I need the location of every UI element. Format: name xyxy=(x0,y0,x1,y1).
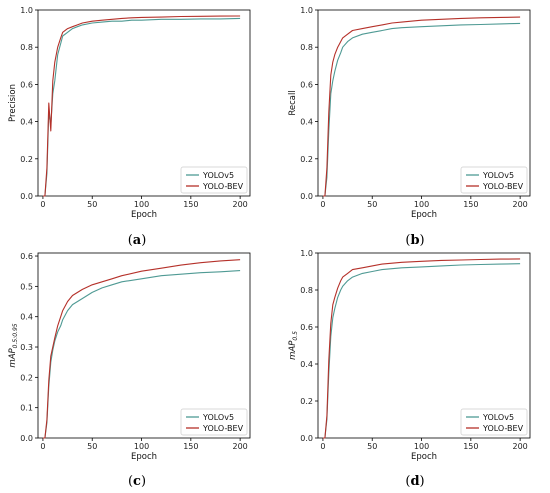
x-tick-label: 50 xyxy=(367,200,377,209)
y-tick-label: 1.0 xyxy=(300,6,313,15)
legend-label: YOLO-BEV xyxy=(482,424,524,433)
x-tick-label: 200 xyxy=(512,442,527,451)
y-tick-label: 0.1 xyxy=(20,404,33,413)
x-tick-label: 100 xyxy=(414,200,429,209)
y-tick-label: 0.6 xyxy=(20,252,33,261)
legend-label: YOLO-BEV xyxy=(482,182,524,191)
y-tick-label: 0.5 xyxy=(20,282,33,291)
chart-panel-a: 0 50 100 150 200 0.0 0.2 0.4 0.6 0.8 1.0 Epoch Preci… xyxy=(8,6,251,220)
y-tick-label: 0.6 xyxy=(20,80,33,89)
series-line-yolov5 xyxy=(322,22,521,197)
y-axis-label: Recall xyxy=(288,90,298,115)
x-tick-label: 50 xyxy=(87,200,97,209)
x-tick-label: 200 xyxy=(232,442,247,451)
plot-frame xyxy=(37,9,251,197)
y-tick-label: 0.8 xyxy=(300,43,313,52)
y-axis-label: mAP0.5:0.95 xyxy=(8,323,19,367)
x-tick-label: 100 xyxy=(134,200,149,209)
x-axis-label: Epoch xyxy=(131,210,157,220)
panel-caption-d: (d) xyxy=(405,474,424,489)
y-tick-label: 0.8 xyxy=(300,286,313,295)
x-tick-label: 100 xyxy=(414,442,429,451)
panel-caption-a: (a) xyxy=(128,233,147,248)
y-axis-label: Precision xyxy=(8,84,18,122)
legend-label: YOLOv5 xyxy=(202,413,234,422)
legend-label: YOLOv5 xyxy=(202,171,234,180)
y-tick-label: 1.0 xyxy=(300,249,313,258)
legend-label: YOLO-BEV xyxy=(202,424,244,433)
x-tick-label: 0 xyxy=(320,200,325,209)
x-tick-label: 50 xyxy=(87,442,97,451)
legend: YOLOv5 YOLO-BEV xyxy=(460,408,528,436)
y-axis-label: mAP0.5 xyxy=(288,331,299,360)
x-tick-label: 150 xyxy=(463,200,478,209)
y-tick-label: 0.0 xyxy=(20,434,33,443)
x-tick-label: 200 xyxy=(512,200,527,209)
legend: YOLOv5 YOLO-BEV xyxy=(180,166,248,194)
legend-label: YOLOv5 xyxy=(482,171,514,180)
series-line-yolo-bev xyxy=(322,16,521,197)
x-tick-label: 0 xyxy=(40,200,45,209)
y-tick-label: 0.3 xyxy=(20,343,33,352)
panel-caption-b: (b) xyxy=(405,233,424,248)
chart-panel-c: 0 50 100 150 200 0.0 0.1 0.2 0.3 0.4 0.5 0.6 Epoch mA… xyxy=(8,252,251,462)
x-axis-label: Epoch xyxy=(131,452,157,462)
y-tick-label: 0.2 xyxy=(20,155,33,164)
x-axis-label: Epoch xyxy=(411,452,437,462)
x-tick-label: 50 xyxy=(367,442,377,451)
y-tick-label: 0.4 xyxy=(20,118,33,127)
y-tick-label: 0.8 xyxy=(20,43,33,52)
legend: YOLOv5 YOLO-BEV xyxy=(460,166,528,194)
y-tick-label: 0.6 xyxy=(300,323,313,332)
series-line-yolo-bev xyxy=(42,15,241,197)
x-tick-label: 200 xyxy=(232,200,247,209)
series-line-yolov5 xyxy=(322,263,521,439)
y-tick-label: 0.4 xyxy=(300,360,313,369)
x-tick-label: 100 xyxy=(134,442,149,451)
chart-panel-b: 0 50 100 150 200 0.0 0.2 0.4 0.6 0.8 1.0 Epoch Recal… xyxy=(288,6,531,220)
y-tick-label: 0.4 xyxy=(20,313,33,322)
y-tick-label: 0.4 xyxy=(300,118,313,127)
panel-caption-c: (c) xyxy=(128,474,146,489)
legend-label: YOLOv5 xyxy=(482,413,514,422)
x-tick-label: 150 xyxy=(183,442,198,451)
y-tick-label: 0.0 xyxy=(300,434,313,443)
legend-label: YOLO-BEV xyxy=(202,182,244,191)
series-line-yolo-bev xyxy=(322,258,521,439)
x-tick-label: 150 xyxy=(183,200,198,209)
x-tick-label: 150 xyxy=(463,442,478,451)
plot-frame xyxy=(37,252,251,439)
chart-panel-d: 0 50 100 150 200 0.0 0.2 0.4 0.6 0.8 1.0 Epoch mAP0.… xyxy=(288,249,531,462)
y-tick-label: 0.2 xyxy=(20,373,33,382)
plot-frame xyxy=(317,252,531,439)
legend: YOLOv5 YOLO-BEV xyxy=(180,408,248,436)
y-tick-label: 0.2 xyxy=(300,155,313,164)
series-line-yolo-bev xyxy=(42,259,241,439)
x-tick-label: 0 xyxy=(320,442,325,451)
y-tick-label: 0.0 xyxy=(20,192,33,201)
y-tick-label: 1.0 xyxy=(20,6,33,15)
y-tick-label: 0.0 xyxy=(300,192,313,201)
x-tick-label: 0 xyxy=(40,442,45,451)
x-axis-label: Epoch xyxy=(411,210,437,220)
y-tick-label: 0.2 xyxy=(300,397,313,406)
y-tick-label: 0.6 xyxy=(300,80,313,89)
plot-frame xyxy=(317,9,531,197)
